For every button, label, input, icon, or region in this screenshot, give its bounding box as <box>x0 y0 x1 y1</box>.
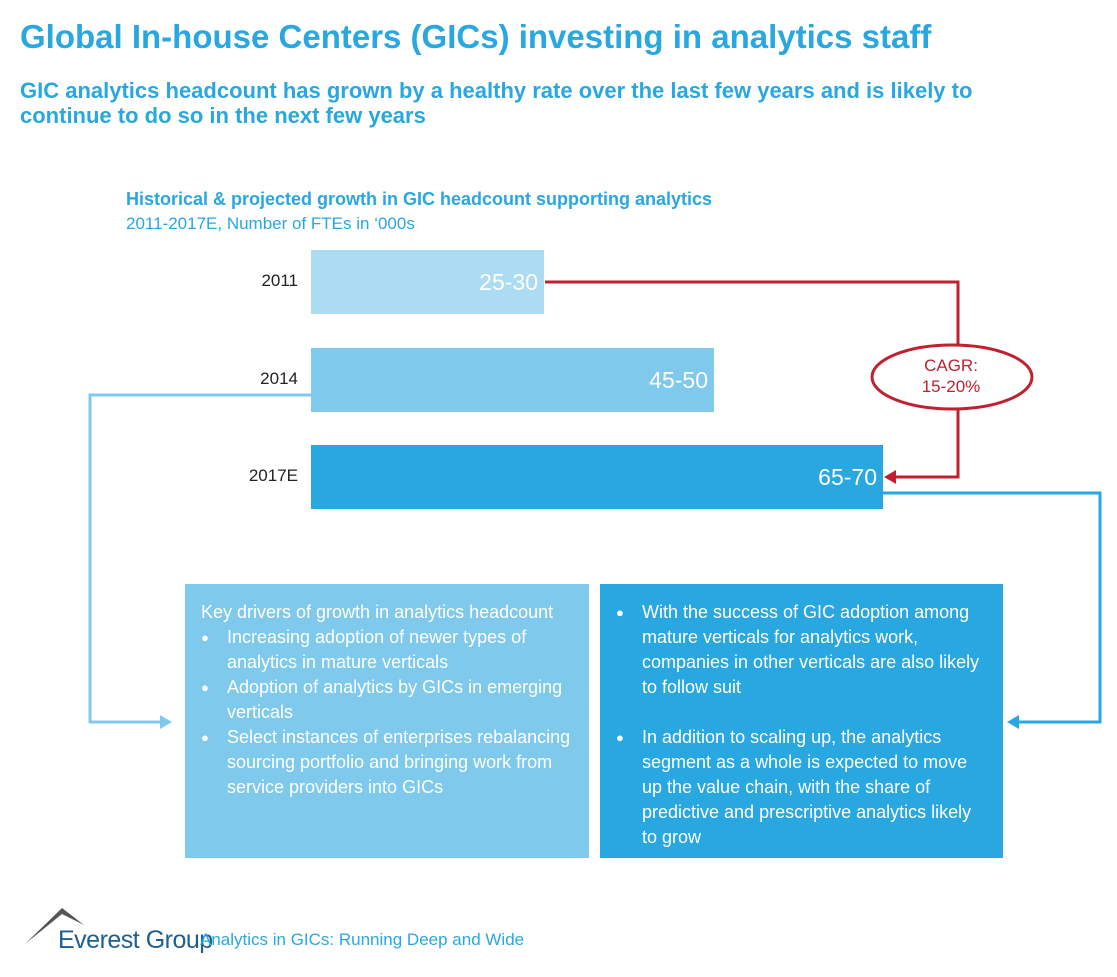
category-label: 2014 <box>260 369 298 388</box>
list-item: Select instances of enterprises rebalanc… <box>201 725 575 800</box>
outlook-box: With the success of GIC adoption among m… <box>600 584 1003 858</box>
everest-group-logo: Everest Group <box>58 926 213 954</box>
data-label: 65-70 <box>818 464 877 490</box>
category-label: 2011 <box>261 271 298 290</box>
footer-text: Analytics in GICs: Running Deep and Wide <box>200 930 525 949</box>
data-label: 25-30 <box>479 269 538 295</box>
list-item: With the success of GIC adoption among m… <box>616 600 989 700</box>
drivers-arrowhead <box>160 715 172 729</box>
list-item: Increasing adoption of newer types of an… <box>201 625 575 675</box>
bar-2014: 45-50 <box>311 348 714 412</box>
cagr-connector-top <box>545 280 960 345</box>
outlook-connector <box>883 491 1102 724</box>
cagr-value: 15-20% <box>921 377 981 396</box>
list-item: Adoption of analytics by GICs in emergin… <box>201 675 575 725</box>
drivers-connector <box>88 393 311 724</box>
cagr-arrowhead <box>884 470 896 484</box>
page-subtitle: GIC analytics headcount has grown by a h… <box>20 78 973 128</box>
bar-2017E: 65-70 <box>311 445 883 509</box>
everest-logo-mountain <box>25 908 84 944</box>
bar-2011: 25-30 <box>311 250 544 314</box>
page-title: Global In-house Centers (GICs) investing… <box>20 18 932 55</box>
cagr-connector-bottom <box>893 409 960 479</box>
cagr-label: CAGR: <box>924 356 978 375</box>
list-item: In addition to scaling up, the analytics… <box>616 725 989 850</box>
chart-subtitle: 2011-2017E, Number of FTEs in ‘000s <box>126 214 415 233</box>
cagr-ellipse <box>870 343 1034 411</box>
outlook-arrowhead <box>1007 715 1019 729</box>
chart-title: Historical & projected growth in GIC hea… <box>126 189 713 209</box>
cagr-annotation: CAGR: 15-20% <box>872 345 1030 407</box>
category-label: 2017E <box>248 466 298 485</box>
key-drivers-heading: Key drivers of growth in analytics headc… <box>201 602 554 622</box>
data-label: 45-50 <box>649 367 708 393</box>
key-drivers-box: Key drivers of growth in analytics headc… <box>185 584 589 858</box>
